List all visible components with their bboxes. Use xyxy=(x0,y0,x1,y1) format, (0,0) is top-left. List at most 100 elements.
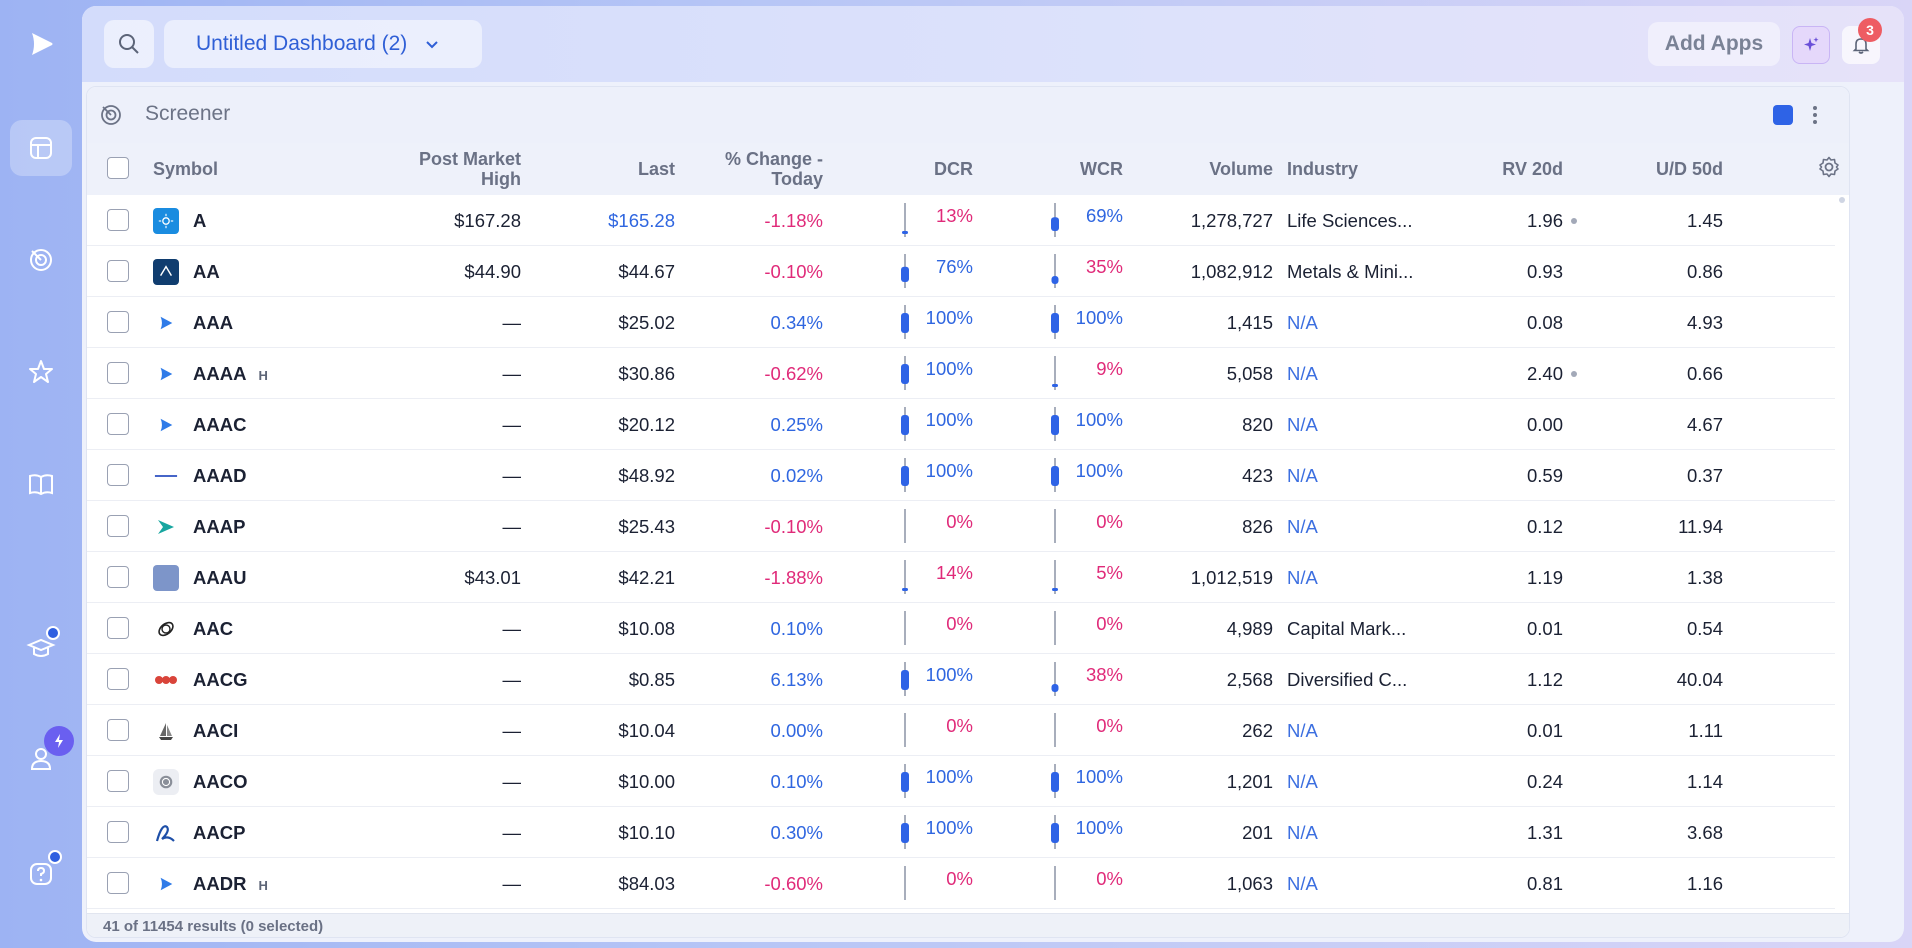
table-row[interactable]: AACG — $0.85 6.13% 100% 38% 2,568 Diversified C… xyxy=(87,654,1835,705)
col-pct-change-line2: Today xyxy=(771,169,823,189)
table-row[interactable]: AAC — $10.08 0.10% 0% 0% 4,989 Capital Mark... 0… xyxy=(87,603,1835,654)
sidebar-item-learn[interactable] xyxy=(10,456,72,512)
rv20d-cell: 0.93 xyxy=(1526,261,1563,282)
dashboard-selector[interactable]: Untitled Dashboard (2) xyxy=(164,20,482,68)
more-options-icon[interactable] xyxy=(1811,103,1819,127)
table-row[interactable]: AA $44.90 $44.67 -0.10% 76% 35% 1,082,912 Metal… xyxy=(87,246,1835,297)
add-apps-button[interactable]: Add Apps xyxy=(1648,22,1780,66)
last-price-cell: $44.67 xyxy=(618,261,675,282)
sidebar-item-screener[interactable] xyxy=(10,232,72,288)
col-last[interactable]: Last xyxy=(637,159,675,179)
scrollbar[interactable] xyxy=(1839,197,1845,203)
row-checkbox[interactable] xyxy=(107,719,129,741)
col-industry[interactable]: Industry xyxy=(1287,159,1359,179)
table-row[interactable]: AAAU $43.01 $42.21 -1.88% 14% 5% 1,012,519 N/A 1… xyxy=(87,552,1835,603)
symbol-cell[interactable]: AACG xyxy=(193,654,247,705)
post-market-high-cell: — xyxy=(502,669,522,690)
row-checkbox[interactable] xyxy=(107,566,129,588)
star-icon xyxy=(29,360,53,383)
dcr-cell: 100% xyxy=(925,817,973,838)
sidebar-item-dashboard[interactable] xyxy=(10,120,72,176)
ai-assistant-button[interactable] xyxy=(1792,26,1830,64)
table-row[interactable]: AAAD — $48.92 0.02% 100% 100% 423 N/A 0.59 0.37 xyxy=(87,450,1835,501)
col-symbol[interactable]: Symbol xyxy=(153,159,219,179)
halted-flag: H xyxy=(258,878,268,893)
rv20d-cell: 0.12 xyxy=(1526,516,1563,537)
symbol-cell[interactable]: AACI xyxy=(193,705,238,756)
col-ud50d[interactable]: U/D 50d xyxy=(1655,159,1723,179)
row-checkbox[interactable] xyxy=(107,464,129,486)
col-volume[interactable]: Volume xyxy=(1209,159,1273,179)
industry-cell: N/A xyxy=(1287,720,1318,741)
table-row[interactable]: AACI — $10.04 0.00% 0% 0% 262 N/A 0.01 1.11 xyxy=(87,705,1835,756)
graduation-cap-icon xyxy=(26,638,56,657)
row-checkbox[interactable] xyxy=(107,770,129,792)
col-rv20d[interactable]: RV 20d xyxy=(1502,159,1563,179)
search-button[interactable] xyxy=(104,20,154,68)
ticker-logo xyxy=(153,208,179,234)
col-wcr[interactable]: WCR xyxy=(1080,159,1123,179)
symbol-cell[interactable]: AAC xyxy=(193,603,233,654)
ud50d-cell: 1.14 xyxy=(1686,771,1723,792)
symbol-text: AAAD xyxy=(193,465,247,486)
row-checkbox[interactable] xyxy=(107,515,129,537)
table-row[interactable]: AAAA H — $30.86 -0.62% 100% 9% 5,058 N/A 2.40 0.66 xyxy=(87,348,1835,399)
symbol-cell[interactable]: AACP xyxy=(193,807,245,858)
symbol-cell[interactable]: AAAC xyxy=(193,399,246,450)
dcr-cell: 100% xyxy=(925,409,973,430)
symbol-cell[interactable]: AA xyxy=(193,246,220,297)
symbol-cell[interactable]: A xyxy=(193,195,206,246)
symbol-text: AAC xyxy=(193,618,234,639)
table-row[interactable]: A $167.28 $165.28 -1.18% 13% 69% 1,278,727 Life… xyxy=(87,195,1835,246)
ticker-logo xyxy=(153,463,179,489)
row-checkbox[interactable] xyxy=(107,617,129,639)
post-market-high-cell: $167.28 xyxy=(454,210,521,231)
ticker-logo xyxy=(153,259,179,285)
help-icon xyxy=(30,863,52,885)
industry-cell: N/A xyxy=(1287,822,1318,843)
symbol-cell[interactable]: AAAP xyxy=(193,501,245,552)
chevron-down-icon xyxy=(426,41,438,49)
symbol-cell[interactable]: AAA xyxy=(193,297,233,348)
rv20d-cell: 0.01 xyxy=(1526,720,1563,741)
row-checkbox[interactable] xyxy=(107,821,129,843)
dashboard-title: Untitled Dashboard (2) xyxy=(196,32,408,55)
symbol-cell[interactable]: AACO xyxy=(193,756,247,807)
widget-color-link-button[interactable] xyxy=(1773,105,1793,125)
sidebar-item-education[interactable] xyxy=(10,620,72,676)
row-checkbox[interactable] xyxy=(107,668,129,690)
ud50d-cell: 0.37 xyxy=(1686,465,1723,486)
col-post-market-high[interactable]: Post Market High xyxy=(327,149,521,189)
table-row[interactable]: AACP — $10.10 0.30% 100% 100% 201 N/A 1.31 3.68 xyxy=(87,807,1835,858)
sidebar-item-account[interactable] xyxy=(10,726,74,786)
symbol-cell[interactable]: AADR H xyxy=(193,858,268,909)
sidebar-item-watchlist[interactable] xyxy=(10,344,72,400)
select-all-checkbox[interactable] xyxy=(107,157,129,179)
dcr-cell: 13% xyxy=(935,205,973,226)
row-checkbox[interactable] xyxy=(107,311,129,333)
table-row[interactable]: AADR H — $84.03 -0.60% 0% 0% 1,063 N/A 0.81 1.16 xyxy=(87,858,1835,909)
col-pct-change[interactable]: % Change - Today xyxy=(687,149,823,189)
pct-change-cell: -0.10% xyxy=(764,516,823,537)
lightning-badge-icon xyxy=(44,726,74,756)
symbol-text: AAAU xyxy=(193,567,247,588)
table-row[interactable]: AACO — $10.00 0.10% 100% 100% 1,201 N/A 0.24 1.14 xyxy=(87,756,1835,807)
pct-change-cell: 0.30% xyxy=(770,822,823,843)
table-row[interactable]: AAAC — $20.12 0.25% 100% 100% 820 N/A 0.00 4.67 xyxy=(87,399,1835,450)
row-checkbox[interactable] xyxy=(107,362,129,384)
post-market-high-cell: — xyxy=(502,822,522,843)
symbol-cell[interactable]: AAAU xyxy=(193,552,246,603)
table-row[interactable]: AAA — $25.02 0.34% 100% 100% 1,415 N/A 0.08 4.93 xyxy=(87,297,1835,348)
sidebar-item-help[interactable] xyxy=(10,846,72,902)
row-checkbox[interactable] xyxy=(107,260,129,282)
row-checkbox[interactable] xyxy=(107,209,129,231)
col-dcr[interactable]: DCR xyxy=(934,159,973,179)
row-checkbox[interactable] xyxy=(107,872,129,894)
column-settings-gear-icon[interactable] xyxy=(1817,155,1841,179)
symbol-cell[interactable]: AAAD xyxy=(193,450,246,501)
table-row[interactable]: AAAP — $25.43 -0.10% 0% 0% 826 N/A 0.12 11.94 xyxy=(87,501,1835,552)
volume-cell: 1,063 xyxy=(1226,873,1273,894)
app-logo[interactable] xyxy=(10,16,72,72)
symbol-cell[interactable]: AAAA H xyxy=(193,348,268,399)
row-checkbox[interactable] xyxy=(107,413,129,435)
